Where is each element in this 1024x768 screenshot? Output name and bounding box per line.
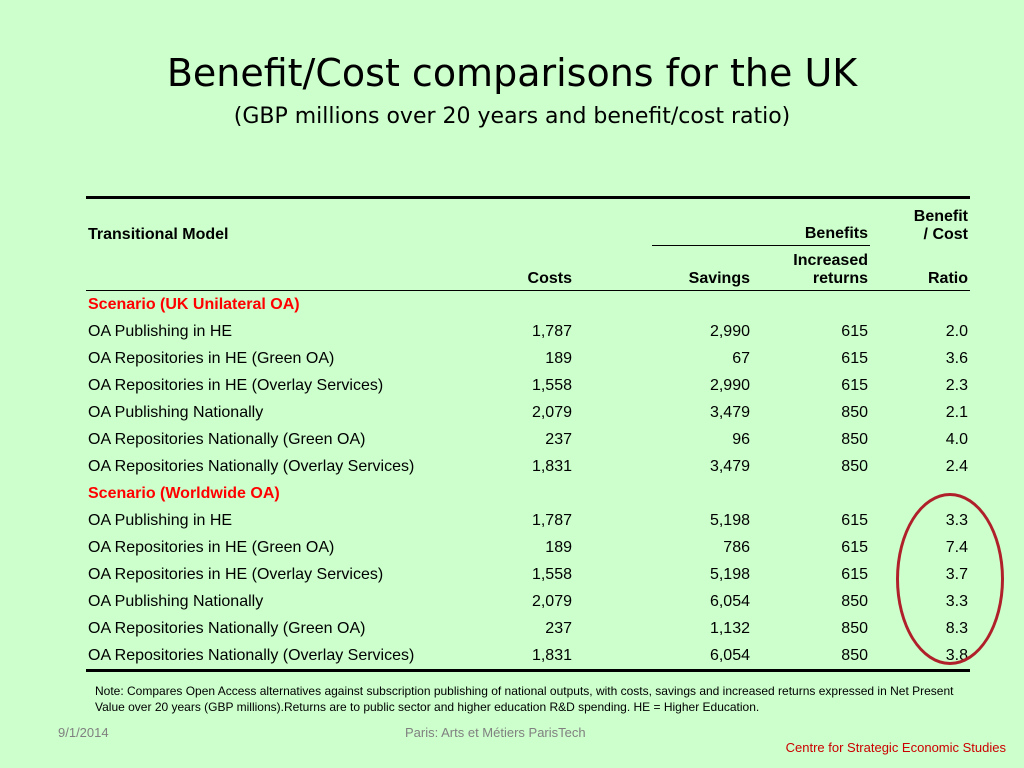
header-benefits: Benefits [652,197,870,246]
header-transitional-model: Transitional Model [88,225,229,243]
savings-cell: 5,198 [709,511,750,529]
benefit-cost-table: Transitional Model Benefits Benefit / Co… [86,196,970,672]
savings-cell: 67 [732,349,750,367]
returns-cell: 615 [841,322,868,340]
savings-cell: 2,990 [709,376,750,394]
model-cell: OA Repositories Nationally (Overlay Serv… [88,646,415,664]
table-row: OA Repositories in HE (Green OA) 189 67 615… [86,345,970,372]
header-increased-top: Increased [793,252,868,269]
savings-cell: 5,198 [709,565,750,583]
table-row: OA Publishing Nationally 2,079 3,479 850 2.1 [86,399,970,426]
returns-cell: 850 [841,646,868,664]
footer-organization: Centre for Strategic Economic Studies [785,740,1006,755]
ratio-cell: 3.6 [945,349,968,367]
returns-cell: 615 [841,376,868,394]
costs-cell: 189 [545,538,572,556]
header-ratio: Ratio [870,245,970,291]
footer-venue: Paris: Arts et Métiers ParisTech [405,725,586,740]
header-costs: Costs [476,245,574,291]
header-benefit-cost-top: Benefit [913,207,968,225]
savings-cell: 6,054 [709,646,750,664]
returns-cell: 850 [841,403,868,421]
header-savings: Savings [652,245,752,291]
costs-cell: 2,079 [531,403,572,421]
costs-cell: 1,831 [531,646,572,664]
ratio-cell: 2.3 [945,376,968,394]
returns-cell: 615 [841,349,868,367]
table-row: OA Repositories in HE (Overlay Services)… [86,561,970,588]
model-cell: OA Repositories in HE (Green OA) [88,349,335,367]
model-cell: OA Repositories Nationally (Overlay Serv… [88,457,415,475]
costs-cell: 1,787 [531,322,572,340]
costs-cell: 189 [545,349,572,367]
ratio-cell: 2.0 [945,322,968,340]
scenario-row: Scenario (UK Unilateral OA) [86,291,970,319]
model-cell: OA Repositories in HE (Overlay Services) [88,565,384,583]
table-row: OA Repositories Nationally (Overlay Serv… [86,453,970,480]
savings-cell: 3,479 [709,457,750,475]
header-benefit-cost-bottom: / Cost [923,225,968,243]
costs-cell: 237 [545,430,572,448]
highlight-circle [896,493,1004,665]
savings-cell: 6,054 [709,592,750,610]
costs-cell: 1,831 [531,457,572,475]
savings-cell: 3,479 [709,403,750,421]
savings-cell: 786 [723,538,750,556]
table-row: OA Repositories Nationally (Overlay Serv… [86,642,970,671]
scenario-label: Scenario (UK Unilateral OA) [88,295,300,313]
model-cell: OA Repositories Nationally (Green OA) [88,430,366,448]
costs-cell: 1,787 [531,511,572,529]
table-header-row-bottom: Costs Savings Increased returns Ratio [86,245,970,291]
slide-title: Benefit/Cost comparisons for the UK [166,51,858,95]
header-increased-returns: Increased returns [752,245,870,291]
model-cell: OA Publishing in HE [88,322,233,340]
returns-cell: 850 [841,430,868,448]
savings-cell: 1,132 [709,619,750,637]
table-note: Note: Compares Open Access alternatives … [95,684,954,714]
returns-cell: 615 [841,565,868,583]
costs-cell: 237 [545,619,572,637]
table-row: OA Publishing in HE 1,787 5,198 615 3.3 [86,507,970,534]
model-cell: OA Repositories Nationally (Green OA) [88,619,366,637]
table-header-row-top: Transitional Model Benefits Benefit / Co… [86,197,970,246]
costs-cell: 2,079 [531,592,572,610]
returns-cell: 850 [841,619,868,637]
table-row: OA Repositories in HE (Overlay Services)… [86,372,970,399]
model-cell: OA Publishing in HE [88,511,233,529]
table-row: OA Repositories in HE (Green OA) 189 786 61… [86,534,970,561]
costs-cell: 1,558 [531,565,572,583]
slide-subtitle: (GBP millions over 20 years and benefit/… [233,104,791,129]
returns-cell: 615 [841,538,868,556]
ratio-cell: 2.1 [945,403,968,421]
returns-cell: 615 [841,511,868,529]
model-cell: OA Publishing Nationally [88,592,264,610]
table-row: OA Publishing in HE 1,787 2,990 615 2.0 [86,318,970,345]
header-increased-bottom: returns [812,270,868,287]
returns-cell: 850 [841,592,868,610]
table-row: OA Repositories Nationally (Green OA) 237… [86,426,970,453]
model-cell: OA Repositories in HE (Green OA) [88,538,335,556]
scenario-label: Scenario (Worldwide OA) [88,484,280,502]
model-cell: OA Publishing Nationally [88,403,264,421]
table-row: OA Publishing Nationally 2,079 6,054 850 3.3 [86,588,970,615]
savings-cell: 96 [732,430,750,448]
model-cell: OA Repositories in HE (Overlay Services) [88,376,384,394]
footer-date: 9/1/2014 [58,725,109,740]
ratio-cell: 4.0 [945,430,968,448]
table-row: OA Repositories Nationally (Green OA) 237… [86,615,970,642]
header-benefit-cost: Benefit / Cost [870,198,970,246]
ratio-cell: 2.4 [945,457,968,475]
savings-cell: 2,990 [709,322,750,340]
scenario-row: Scenario (Worldwide OA) [86,480,970,507]
returns-cell: 850 [841,457,868,475]
costs-cell: 1,558 [531,376,572,394]
